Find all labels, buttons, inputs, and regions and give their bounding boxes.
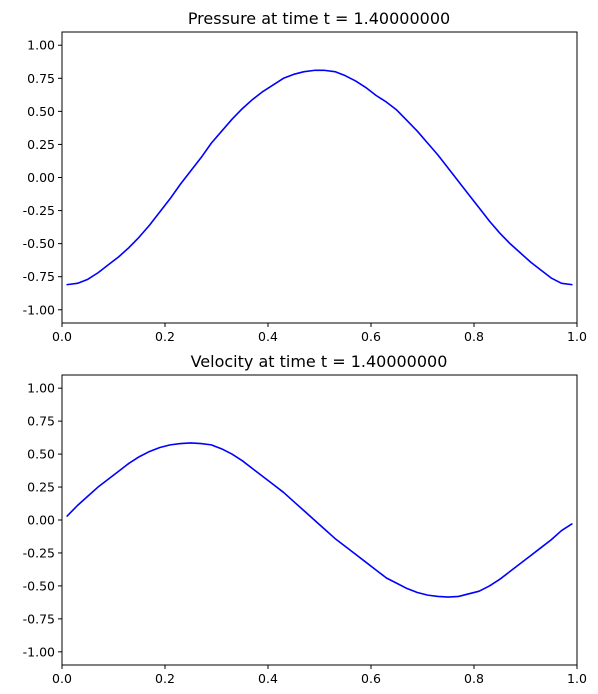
pressure-x-tick-label: 0.4	[258, 329, 278, 344]
pressure-subplot: Pressure at time t = 1.40000000 0.0 0.2 0.…	[23, 9, 587, 344]
pressure-y-tick-label: -1.00	[23, 302, 55, 317]
pressure-y-tick-label: 1.00	[27, 38, 55, 53]
pressure-series-line	[66, 69, 573, 286]
velocity-y-tick-label: -1.00	[23, 644, 55, 659]
pressure-y-tick-label: 0.00	[27, 170, 55, 185]
velocity-x-tick-label: 0.2	[155, 671, 175, 686]
pressure-y-tick-label: -0.25	[23, 203, 55, 218]
velocity-y-tick-label: -0.50	[23, 578, 55, 593]
velocity-y-tick-label: 1.00	[27, 381, 55, 396]
velocity-axis-ticks: 0.0 0.2 0.4 0.6 0.8 1.0 -1.00 -0.75 -0.50 -0.25 0.…	[23, 381, 587, 686]
velocity-y-tick-label: 0.00	[27, 513, 55, 528]
velocity-subplot: Velocity at time t = 1.40000000 0.0 0.2 0.…	[23, 352, 587, 686]
pressure-axes-frame	[61, 31, 578, 324]
velocity-axes-frame	[61, 374, 578, 666]
pressure-y-tick-label: 0.50	[27, 104, 55, 119]
pressure-y-tick-label: 0.75	[27, 71, 55, 86]
velocity-y-tick-label: 0.25	[27, 480, 55, 495]
velocity-series-line	[66, 442, 573, 598]
pressure-axis-ticks: 0.0 0.2 0.4 0.6 0.8 1.0 -1.00 -0.75 -0.50 -0.25 0.…	[23, 38, 587, 344]
pressure-y-tick-label: -0.75	[23, 269, 55, 284]
pressure-x-tick-label: 0.8	[464, 329, 484, 344]
velocity-x-tick-label: 1.0	[567, 671, 587, 686]
pressure-plot-title: Pressure at time t = 1.40000000	[188, 9, 450, 28]
velocity-x-tick-label: 0.6	[361, 671, 381, 686]
velocity-plot-title: Velocity at time t = 1.40000000	[191, 352, 448, 371]
pressure-y-tick-label: 0.25	[27, 137, 55, 152]
velocity-y-tick-label: 0.50	[27, 447, 55, 462]
pressure-x-tick-label: 0.6	[361, 329, 381, 344]
pressure-x-tick-label: 0.2	[155, 329, 175, 344]
velocity-y-tick-label: -0.25	[23, 545, 55, 560]
pressure-x-tick-label: 0.0	[52, 329, 72, 344]
pressure-x-tick-label: 1.0	[567, 329, 587, 344]
velocity-x-tick-label: 0.8	[464, 671, 484, 686]
velocity-x-tick-label: 0.0	[52, 671, 72, 686]
velocity-x-tick-label: 0.4	[258, 671, 278, 686]
pressure-series-layer	[66, 69, 573, 286]
velocity-y-tick-label: 0.75	[27, 414, 55, 429]
velocity-series-layer	[66, 442, 573, 598]
pressure-y-tick-label: -0.50	[23, 236, 55, 251]
velocity-y-tick-label: -0.75	[23, 611, 55, 626]
